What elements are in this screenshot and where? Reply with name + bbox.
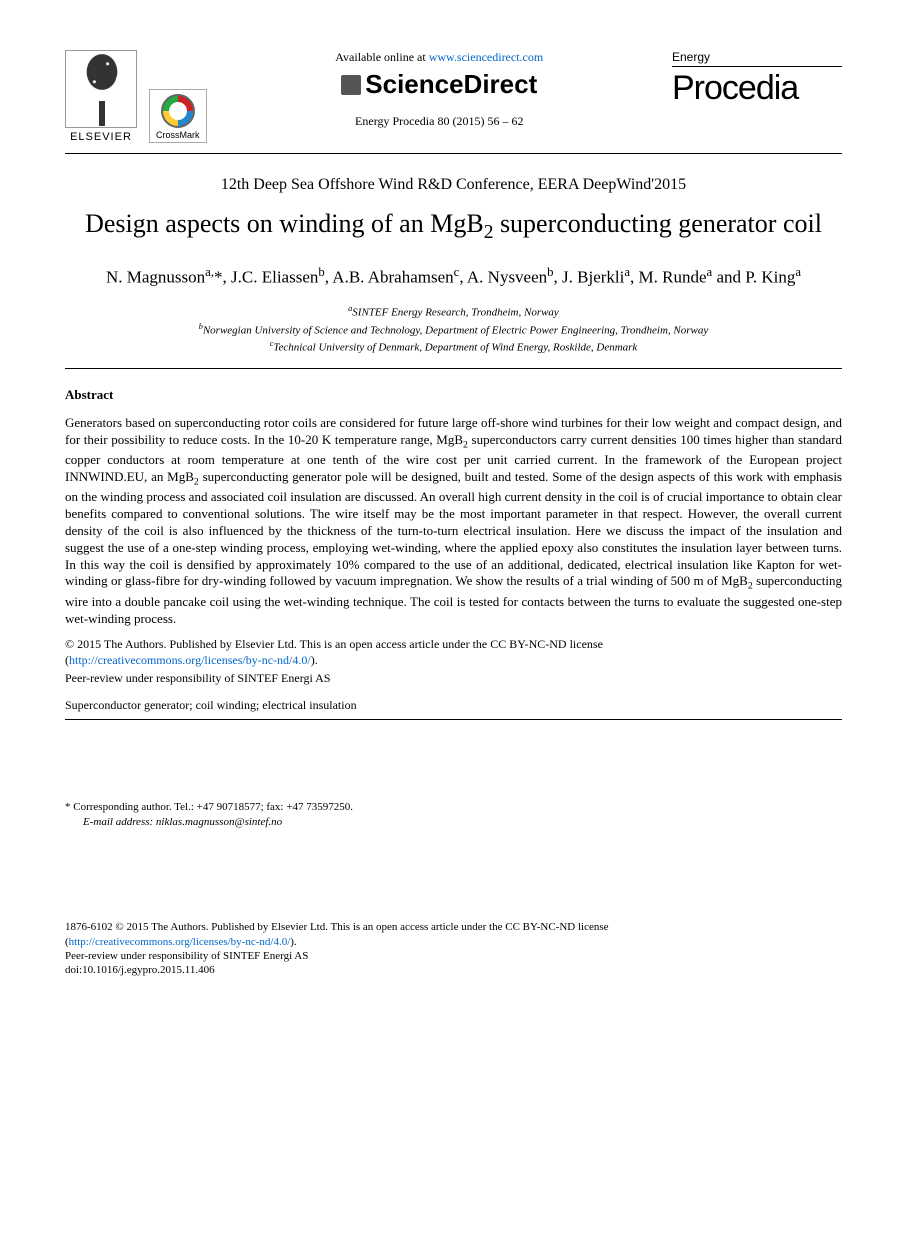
elsevier-tree-icon: [65, 50, 137, 128]
paper-title: Design aspects on winding of an MgB2 sup…: [65, 208, 842, 246]
footer: 1876-6102 © 2015 The Authors. Published …: [65, 920, 842, 977]
sciencedirect-text: ScienceDirect: [365, 69, 537, 100]
elsevier-logo: ELSEVIER: [65, 50, 137, 143]
header-right: Energy Procedia: [672, 50, 842, 108]
sciencedirect-link[interactable]: www.sciencedirect.com: [429, 50, 544, 64]
journal-name: Procedia: [672, 69, 842, 108]
affiliation-c: cTechnical University of Denmark, Depart…: [65, 338, 842, 356]
abstract-body: Generators based on superconducting roto…: [65, 415, 842, 628]
header: ELSEVIER CrossMark Available online at w…: [65, 50, 842, 143]
conference-line: 12th Deep Sea Offshore Wind R&D Conferen…: [65, 176, 842, 194]
rule-below-keywords: [65, 719, 842, 720]
sciencedirect-icon: [341, 75, 361, 95]
available-prefix: Available online at: [335, 50, 428, 64]
crossmark-icon: [161, 94, 195, 128]
footer-license-link[interactable]: http://creativecommons.org/licenses/by-n…: [69, 936, 291, 948]
corresponding-line: * Corresponding author. Tel.: +47 907185…: [65, 800, 842, 815]
affiliations: aSINTEF Energy Research, Trondheim, Norw…: [65, 303, 842, 356]
footer-copyright: 1876-6102 © 2015 The Authors. Published …: [65, 920, 842, 934]
affiliation-b: bNorwegian University of Science and Tec…: [65, 321, 842, 339]
available-online: Available online at www.sciencedirect.co…: [217, 50, 662, 65]
journal-category: Energy: [672, 50, 842, 67]
footer-doi: doi:10.1016/j.egypro.2015.11.406: [65, 963, 842, 977]
copyright-line: © 2015 The Authors. Published by Elsevie…: [65, 637, 603, 651]
authors: N. Magnussona,*, J.C. Eliassenb, A.B. Ab…: [65, 264, 842, 290]
corresponding-email: E-mail address: niklas.magnusson@sintef.…: [65, 815, 842, 830]
license-link[interactable]: http://creativecommons.org/licenses/by-n…: [69, 653, 311, 667]
crossmark-badge[interactable]: CrossMark: [149, 89, 207, 143]
peer-review: Peer-review under responsibility of SINT…: [65, 671, 842, 686]
abstract-heading: Abstract: [65, 387, 842, 403]
header-center: Available online at www.sciencedirect.co…: [207, 50, 672, 129]
copyright-block: © 2015 The Authors. Published by Elsevie…: [65, 637, 842, 668]
rule-above-abstract: [65, 368, 842, 369]
sciencedirect-brand: ScienceDirect: [217, 69, 662, 100]
footer-peer-review: Peer-review under responsibility of SINT…: [65, 949, 842, 963]
keywords: Superconductor generator; coil winding; …: [65, 698, 842, 713]
citation: Energy Procedia 80 (2015) 56 – 62: [217, 114, 662, 129]
crossmark-label: CrossMark: [156, 130, 200, 140]
rule-top: [65, 153, 842, 154]
elsevier-text: ELSEVIER: [70, 131, 132, 143]
affiliation-a: aSINTEF Energy Research, Trondheim, Norw…: [65, 303, 842, 321]
header-left: ELSEVIER CrossMark: [65, 50, 207, 143]
corresponding-author: * Corresponding author. Tel.: +47 907185…: [65, 800, 842, 831]
